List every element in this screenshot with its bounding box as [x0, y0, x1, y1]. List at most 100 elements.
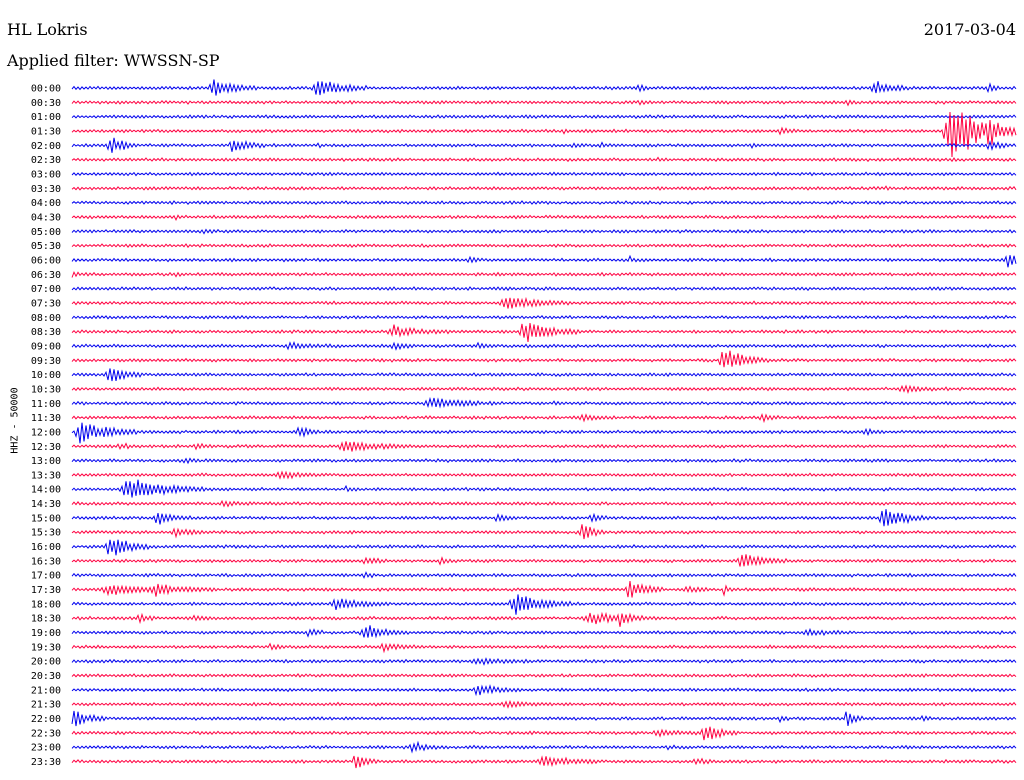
seismic-trace-1430: [71, 499, 1017, 508]
seismic-trace-0130: [71, 111, 1017, 158]
seismic-trace-1000: [71, 368, 1017, 382]
seismic-trace-0730: [71, 296, 1017, 309]
time-tick-label: 05:30: [31, 241, 61, 252]
seismic-trace-2100: [71, 684, 1017, 697]
seismic-trace-1100: [71, 396, 1017, 409]
seismic-trace-1900: [71, 625, 1017, 639]
seismic-trace-0830: [71, 323, 1017, 343]
time-tick-label: 18:00: [31, 599, 61, 610]
time-tick-label: 02:30: [31, 155, 61, 166]
seismic-trace-2300: [71, 740, 1017, 754]
filter-label: Applied filter: WWSSN-SP: [7, 51, 220, 70]
time-tick-label: 19:30: [31, 642, 61, 653]
time-tick-label: 21:00: [31, 685, 61, 696]
time-tick-label: 10:00: [31, 370, 61, 381]
seismic-trace-2330: [71, 755, 1017, 769]
seismic-trace-1730: [71, 580, 1017, 598]
seismic-trace-0500: [71, 228, 1017, 235]
time-tick-label: 13:30: [31, 470, 61, 481]
time-tick-label: 17:30: [31, 585, 61, 596]
seismic-trace-1800: [71, 594, 1017, 615]
time-tick-label: 23:30: [31, 757, 61, 768]
time-tick-label: 05:00: [31, 227, 61, 238]
seismic-trace-0700: [71, 286, 1017, 292]
time-tick-label: 14:00: [31, 485, 61, 496]
time-tick-label: 02:00: [31, 141, 61, 152]
seismic-trace-2030: [71, 673, 1017, 679]
time-tick-label: 06:30: [31, 270, 61, 281]
time-tick-label: 11:30: [31, 413, 61, 424]
seismic-trace-0030: [71, 99, 1017, 107]
time-tick-label: 22:00: [31, 714, 61, 725]
seismic-trace-1030: [71, 384, 1017, 394]
seismic-trace-0800: [71, 314, 1017, 320]
record-date: 2017-03-04: [923, 20, 1016, 39]
time-tick-label: 04:00: [31, 198, 61, 209]
time-tick-label: 00:00: [31, 84, 61, 95]
time-tick-label: 15:30: [31, 528, 61, 539]
seismic-trace-1400: [71, 479, 1017, 498]
time-tick-label: 11:00: [31, 399, 61, 410]
time-tick-label: 08:30: [31, 327, 61, 338]
seismic-trace-0930: [71, 350, 1017, 368]
time-tick-label: 00:30: [31, 98, 61, 109]
time-tick-label: 03:00: [31, 169, 61, 180]
time-tick-label: 15:00: [31, 513, 61, 524]
time-tick-label: 17:00: [31, 571, 61, 582]
time-tick-label: 14:30: [31, 499, 61, 510]
seismic-trace-1630: [71, 554, 1017, 567]
seismic-trace-2230: [71, 726, 1017, 741]
seismic-trace-0400: [71, 200, 1017, 206]
time-tick-label: 03:30: [31, 184, 61, 195]
station-name: HL Lokris: [7, 20, 88, 39]
time-tick-label: 07:30: [31, 298, 61, 309]
time-tick-label: 20:30: [31, 671, 61, 682]
seismic-trace-1930: [71, 642, 1017, 654]
seismic-trace-0100: [71, 114, 1017, 120]
time-tick-label: 22:30: [31, 728, 61, 739]
time-tick-label: 08:00: [31, 313, 61, 324]
time-tick-label: 19:00: [31, 628, 61, 639]
seismic-trace-0900: [71, 341, 1017, 351]
seismic-trace-0330: [71, 185, 1017, 191]
seismic-trace-1330: [71, 470, 1017, 480]
seismic-trace-1530: [71, 524, 1017, 540]
seismic-trace-0530: [71, 243, 1017, 249]
time-tick-label: 18:30: [31, 614, 61, 625]
time-tick-label: 07:00: [31, 284, 61, 295]
seismic-trace-1700: [71, 571, 1017, 579]
seismic-trace-1500: [71, 509, 1017, 527]
seismic-trace-0600: [71, 254, 1017, 268]
time-tick-label: 23:00: [31, 743, 61, 754]
seismic-trace-0630: [71, 270, 1017, 278]
seismic-trace-0000: [71, 79, 1017, 96]
time-tick-label: 16:00: [31, 542, 61, 553]
seismic-trace-1130: [71, 413, 1017, 424]
seismic-trace-1300: [71, 457, 1017, 465]
time-tick-label: 12:00: [31, 427, 61, 438]
time-tick-label: 10:30: [31, 384, 61, 395]
time-tick-label: 09:30: [31, 356, 61, 367]
seismic-trace-0430: [71, 214, 1017, 221]
seismic-trace-0300: [71, 171, 1017, 177]
time-tick-label: 13:00: [31, 456, 61, 467]
seismic-trace-1230: [71, 441, 1017, 452]
time-tick-label: 04:30: [31, 212, 61, 223]
seismic-trace-2000: [71, 657, 1017, 666]
seismic-trace-0230: [71, 156, 1017, 163]
seismic-trace-2200: [71, 710, 1017, 727]
time-tick-label: 16:30: [31, 556, 61, 567]
time-tick-label: 01:30: [31, 126, 61, 137]
seismic-trace-1200: [71, 422, 1017, 444]
time-tick-label: 21:30: [31, 700, 61, 711]
time-tick-label: 12:30: [31, 442, 61, 453]
time-tick-label: 01:00: [31, 112, 61, 123]
time-tick-label: 06:00: [31, 255, 61, 266]
time-tick-label: 20:00: [31, 657, 61, 668]
seismic-trace-1830: [71, 611, 1017, 627]
time-tick-label: 09:00: [31, 341, 61, 352]
seismic-trace-2130: [71, 699, 1017, 709]
seismic-trace-1600: [71, 539, 1017, 556]
seismic-trace-0200: [71, 137, 1017, 153]
